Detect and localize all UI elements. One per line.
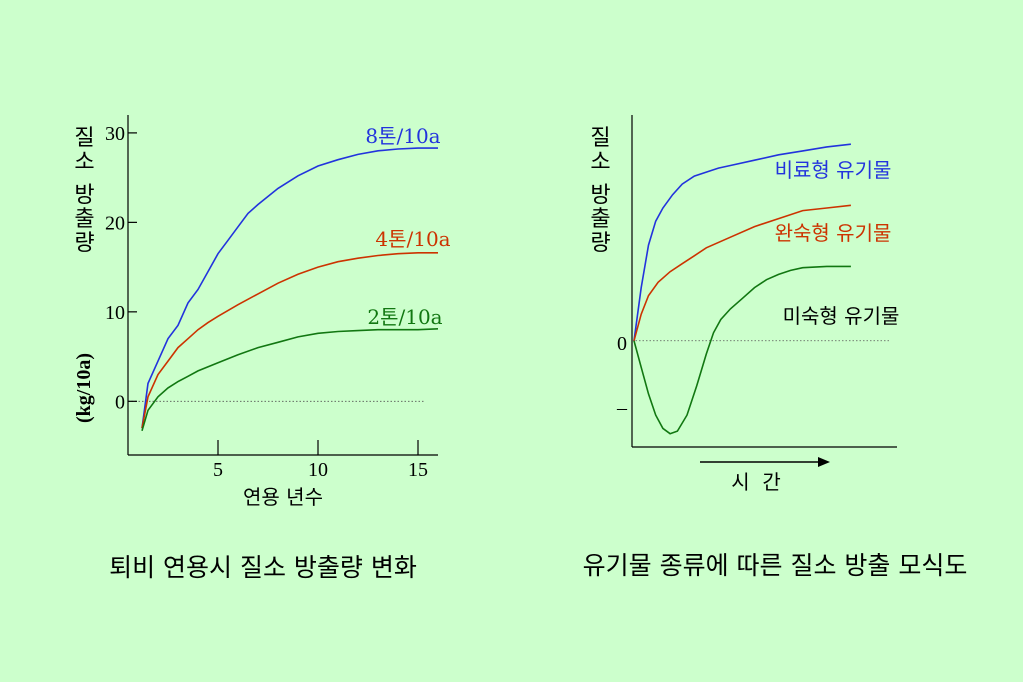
chart1-series-label-3: 2톤/10a: [367, 305, 442, 329]
chart1-x-tick-label: 10: [308, 459, 328, 481]
chart1-y-tick-label: 20: [105, 212, 125, 234]
chart1-y-tick-label: 30: [105, 123, 125, 145]
chart1-x-axis-label: 연용 년수: [243, 485, 323, 509]
nitrogen-release-chart: 0 10 20 30 5 10 15 8톤/10a 4톤/10a 2톤/10a 연용 년수 질…: [70, 115, 451, 582]
chart2-zero-tick-label: 0: [617, 333, 627, 355]
chart1-x-tick-label: 15: [408, 459, 428, 481]
chart2-series-label-2: 완숙형 유기물: [775, 221, 892, 245]
chart2-series-line-1: [633, 143, 851, 341]
chart1-series-label-1: 8톤/10a: [365, 124, 440, 148]
chart2-y-axis-label: 질소 방출량: [586, 126, 611, 255]
chart1-y-tick-label: 0: [115, 391, 125, 413]
chart1-y-tick-label: 10: [105, 302, 125, 324]
chart1-y-axis-label: 질소 방출량: [70, 126, 95, 255]
chart1-series-line-2: [141, 252, 438, 429]
chart1-series-line-3: [141, 328, 439, 432]
chart1-y-axis-unit: (kg/10a): [73, 353, 95, 423]
chart1-series-label-2: 4톤/10a: [375, 227, 450, 251]
chart2-title: 유기물 종류에 따른 질소 방출 모식도: [583, 551, 968, 580]
chart2-time-arrow-head: [818, 457, 830, 467]
chart2-series-label-3: 미숙형 유기물: [783, 304, 900, 328]
chart1-series-line-1: [141, 147, 438, 429]
chart2-series-label-1: 비료형 유기물: [775, 158, 892, 182]
chart1-x-tick-label: 5: [213, 459, 223, 481]
chart2-negative-tick-label: –: [616, 397, 628, 419]
chart2-series-line-2: [633, 204, 851, 342]
chart2-x-axis-label: 시 간: [731, 470, 781, 494]
chart2-series-line-3: [633, 265, 851, 435]
chart1-title: 퇴비 연용시 질소 방출량 변화: [109, 553, 417, 582]
